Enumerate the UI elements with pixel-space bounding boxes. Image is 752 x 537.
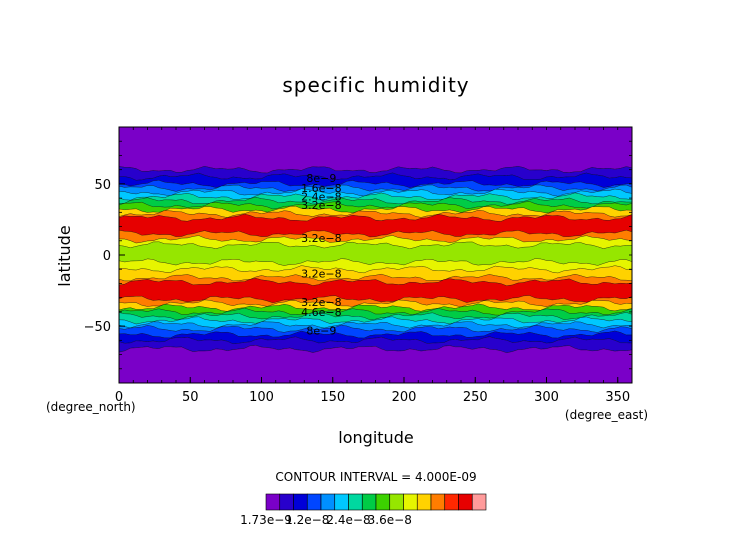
- colorbar-swatch: [265, 493, 281, 511]
- colorbar-swatch: [334, 493, 349, 511]
- contour-label: 1.6e−8: [301, 182, 341, 195]
- y-axis-label: latitude: [55, 225, 74, 286]
- x-tick-label: 300: [534, 390, 559, 405]
- y-axis: 50 0 −50: [84, 126, 632, 384]
- chart-title: specific humidity: [282, 73, 469, 97]
- contour-label: 8e−9: [306, 172, 336, 185]
- colorbar-swatch: [375, 493, 391, 511]
- colorbar-swatch: [458, 493, 473, 511]
- colorbar-label: 2.4e−8: [326, 513, 370, 527]
- colorbar-swatch: [320, 493, 336, 511]
- y-tick-label: 0: [103, 249, 111, 264]
- contour-label: 8e−9: [306, 324, 336, 337]
- colorbar-labels: 1.73e−91.2e−82.4e−83.6e−8: [240, 513, 412, 527]
- plot-area: [118, 126, 633, 384]
- x-tick-label: 0: [115, 390, 123, 405]
- contour-label: 3.2e−8: [301, 296, 341, 309]
- colorbar-swatch: [389, 493, 404, 511]
- contour-label: 2.4e−8: [301, 191, 341, 204]
- x-tick-label: 50: [182, 390, 199, 405]
- contour-label: 3.2e−8: [301, 267, 341, 280]
- colorbar-swatch: [306, 493, 322, 511]
- contour-label: 3.2e−8: [301, 232, 341, 245]
- y-tick-label: −50: [84, 320, 111, 335]
- colorbar: [265, 493, 487, 511]
- colorbar-swatch: [444, 493, 459, 511]
- x-tick-label: 350: [605, 390, 630, 405]
- colorbar-swatch: [279, 493, 294, 511]
- x-axis-unit: (degree_east): [565, 408, 648, 422]
- colorbar-swatch: [471, 493, 487, 511]
- colorbar-label: 1.2e−8: [285, 513, 329, 527]
- colorbar-label: 1.73e−9: [240, 513, 292, 527]
- colorbar-swatch: [361, 493, 377, 511]
- colorbar-swatch: [416, 493, 432, 511]
- x-axis: 0 50 100 150 200 250 300 350: [115, 127, 633, 405]
- y-tick-label: 50: [94, 178, 111, 193]
- contour-interval: CONTOUR INTERVAL = 4.000E-09: [275, 470, 476, 484]
- x-axis-label: longitude: [338, 428, 413, 447]
- colorbar-swatch: [430, 493, 446, 511]
- colorbar-label: 3.6e−8: [368, 513, 412, 527]
- x-tick-label: 200: [392, 390, 417, 405]
- contour-labels: 8e−91.6e−82.4e−83.2e−83.2e−83.2e−83.2e−8…: [301, 172, 341, 337]
- x-tick-label: 100: [249, 390, 274, 405]
- x-tick-label: 150: [320, 390, 345, 405]
- contour-label: 3.2e−8: [301, 199, 341, 212]
- colorbar-swatch: [403, 493, 418, 511]
- x-tick-label: 250: [463, 390, 488, 405]
- contour-band: [118, 126, 633, 174]
- colorbar-swatch: [293, 493, 308, 511]
- colorbar-swatch: [348, 493, 363, 511]
- y-axis-unit: (degree_north): [46, 400, 136, 414]
- contour-label: 4.6e−8: [301, 306, 341, 319]
